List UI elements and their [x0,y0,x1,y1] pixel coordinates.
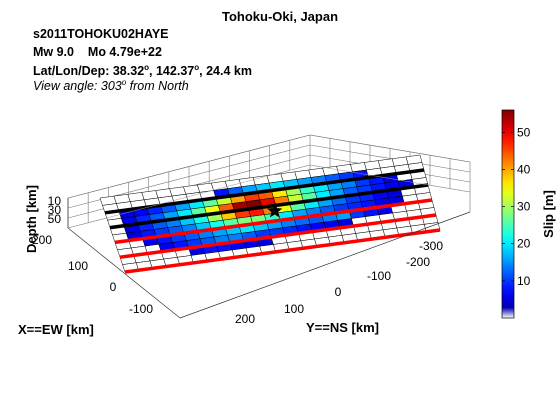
colorbar-tick-label: 50 [517,125,531,139]
colorbar-scale [501,109,515,319]
magnitude-line: Mw 9.0 Mo 4.79e+22 [33,45,162,59]
chart-title: Tohoku-Oki, Japan [221,9,339,24]
colorbar: 10 20 30 40 50 Slip [m] [501,109,556,319]
z-tick-label: 30 [48,203,62,217]
x-tick-label: 100 [68,259,88,273]
reference-line [104,168,425,215]
y-tick-label: 200 [235,312,255,326]
z-axis-label: Depth [km] [24,185,39,253]
reference-line [109,183,429,230]
view-angle-line: View angle: 303o from North [33,78,189,94]
y-tick-label: 100 [284,302,304,316]
lat-value: 38.32 [112,64,145,79]
y-tick-label: 0 [335,285,342,299]
reference-lines [104,168,441,274]
colorbar-tick-label: 30 [517,200,531,214]
x-tick-label: -100 [129,302,153,316]
y-tick-label: -200 [406,255,430,269]
mw-label: Mw 9.0 [33,45,74,59]
floor-back-edge [67,164,311,229]
y-axis-line [179,211,471,319]
z-tick-label: 50 [48,212,62,226]
colorbar-tick-label: 20 [517,237,531,251]
y-tick-label: -300 [419,239,443,253]
event-id: s2011TOHOKU02HAYE [33,27,169,41]
x-axis-label: X==EW [km] [18,322,94,337]
z-tick-label: 10 [48,194,62,208]
hypocenter-layer [267,203,283,218]
reference-line [114,198,433,245]
depth-value: 24.4 km [206,64,252,79]
y-axis-label: Y==NS [km] [306,320,379,335]
floor-back-edge [309,164,471,193]
x-tick-label: 200 [32,233,52,247]
colorbar-tick-label: 40 [517,162,531,176]
location-line: Lat/Lon/Dep: 38.32o, 142.37o, 24.4 km [33,63,252,79]
hypocenter-star-icon [267,203,283,218]
mo-label: Mo 4.79e+22 [87,45,162,59]
colorbar-tick-label: 10 [517,274,531,288]
lon-value: 142.37 [155,64,195,79]
axes-box-front [67,164,471,319]
x-tick-label: 0 [110,280,117,294]
y-tick-label: -100 [367,269,391,283]
x-axis-line [67,227,181,319]
reference-line [124,228,441,274]
reference-line [119,213,437,259]
colorbar-label: Slip [m] [541,190,556,238]
